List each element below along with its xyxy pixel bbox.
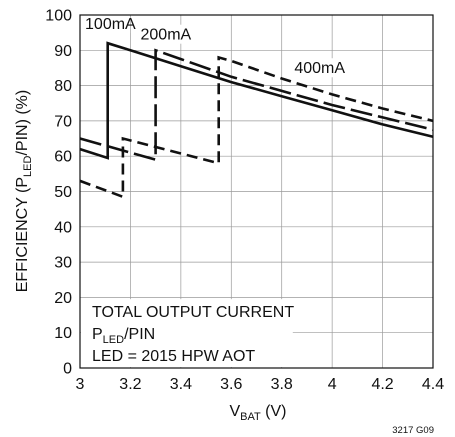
legend-note-line3: LED = 2015 HPW AOT (92, 348, 255, 365)
y-tick-label: 70 (54, 113, 72, 130)
series-label-bg (138, 24, 186, 44)
y-tick-label: 80 (54, 78, 72, 95)
x-tick-label: 3.8 (271, 376, 293, 393)
series-label-bg (83, 14, 131, 34)
series-label-100ma: 100mA (85, 16, 136, 33)
series-line-100ma (79, 41, 434, 160)
series-line-200ma (79, 48, 434, 162)
x-tick-label: 3.6 (220, 376, 242, 393)
y-tick-label: 0 (63, 361, 72, 378)
y-tick-label: 100 (45, 8, 72, 25)
y-axis-label: EFFICIENCY (PLED/PIN) (%) (14, 90, 34, 292)
x-tick-label: 4 (328, 376, 337, 393)
x-tick-label: 3.2 (119, 376, 141, 393)
legend-note-box (81, 299, 293, 367)
y-tick-label: 50 (54, 184, 72, 201)
y-tick-label: 30 (54, 255, 72, 272)
y-tick-labels: 0 10 20 30 40 50 60 70 80 90 100 (45, 8, 72, 378)
x-tick-label: 3 (76, 376, 85, 393)
y-tick-label: 60 (54, 149, 72, 166)
series-line-400ma (79, 55, 434, 199)
x-axis-label: VBAT (V) (229, 403, 286, 423)
x-tick-label: 4.4 (422, 376, 444, 393)
series-lines (79, 41, 434, 199)
plot-frame (79, 14, 434, 369)
y-tick-label: 40 (54, 219, 72, 236)
y-tick-label: 20 (54, 290, 72, 307)
legend-note-line1: TOTAL OUTPUT CURRENT (92, 304, 294, 321)
x-tick-labels: 3 3.2 3.4 3.6 3.8 4 4.2 4.4 (76, 376, 445, 393)
series-label-400ma: 400mA (294, 60, 345, 77)
figure-id: 3217 G09 (392, 425, 434, 436)
y-tick-label: 90 (54, 43, 72, 60)
legend-note-line2: PLED/PIN (92, 326, 155, 346)
y-tick-label: 10 (54, 325, 72, 342)
x-tick-label: 4.2 (371, 376, 393, 393)
series-label-200ma: 200mA (141, 27, 192, 44)
x-tick-label: 3.4 (170, 376, 192, 393)
series-labels: 100mA 200mA 400mA (83, 14, 345, 77)
series-label-bg (292, 58, 340, 78)
